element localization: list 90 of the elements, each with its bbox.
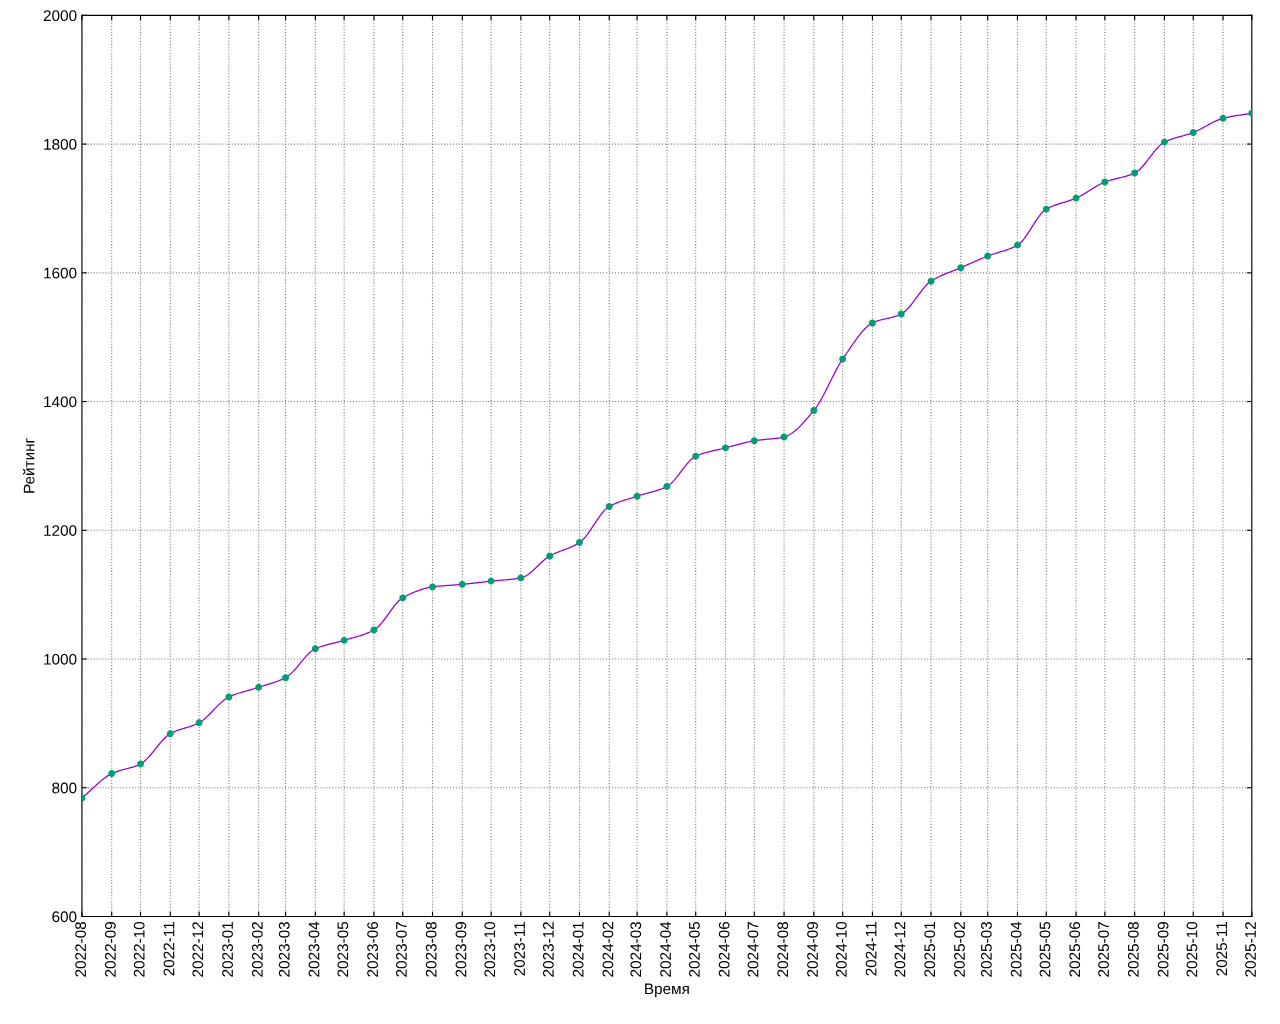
point [370, 626, 378, 634]
x-tick-label: 2023-09 [455, 922, 467, 977]
x-tick-label: 2023-11 [514, 922, 525, 976]
x-tick-label: 2025-02 [954, 922, 965, 977]
point [984, 252, 992, 260]
x-tick-label: 2025-03 [980, 922, 992, 977]
point [1072, 194, 1080, 202]
x-tick-label: 2024-10 [835, 921, 847, 977]
point [137, 760, 144, 768]
x-tick-label: 2023-05 [337, 921, 349, 977]
x-tick-label: 2025-12 [1245, 922, 1256, 977]
point [810, 407, 818, 415]
x-tick-label: 2022-10 [133, 921, 145, 977]
point [575, 539, 583, 546]
point [1042, 205, 1050, 213]
point [868, 319, 876, 327]
point [487, 577, 495, 585]
x-tick-label: 2025-09 [1157, 922, 1169, 977]
x-tick-label: 2024-09 [807, 922, 818, 977]
x-tick-label: 2024-11 [865, 922, 877, 976]
point [340, 636, 348, 644]
point [750, 437, 758, 445]
point [255, 683, 263, 691]
point [1101, 178, 1109, 186]
x-tick-label: 2024-05 [688, 921, 700, 977]
x-tick-label: 2025-10 [1186, 921, 1198, 977]
x-tick-label: 2023-10 [484, 921, 496, 977]
point [225, 693, 233, 701]
x-tick-label: 2024-12 [894, 922, 906, 977]
point [166, 730, 174, 738]
x-tick-label: 2023-03 [278, 922, 290, 977]
point [957, 264, 965, 272]
point [458, 580, 466, 588]
x-tick-label: 2023-08 [425, 922, 437, 977]
point [633, 492, 641, 500]
x-tick-label: 2023-02 [251, 922, 263, 977]
x-tick-label: 2024-02 [602, 922, 614, 977]
y-tick-label: 1200 [44, 525, 77, 536]
point [1189, 129, 1197, 136]
point [429, 583, 436, 591]
x-tick-label: 2023-07 [396, 922, 407, 977]
y-tick-label: 2000 [43, 10, 77, 22]
x-tick-label: 2023-01 [222, 922, 233, 977]
x-tick-label: 2025-01 [924, 922, 936, 977]
x-axis-title: Время [645, 983, 689, 998]
point [663, 483, 671, 490]
x-tick-label: 2025-06 [1069, 922, 1081, 977]
point [282, 674, 290, 682]
y-tick-label: 800 [52, 782, 77, 794]
x-tick-label: 2024-07 [747, 922, 759, 977]
x-tick-label: 2025-04 [1010, 921, 1022, 977]
y-tick-label: 1600 [44, 267, 77, 279]
point [721, 444, 729, 452]
point [605, 502, 613, 510]
x-tick-label: 2025-08 [1127, 922, 1139, 977]
point [517, 574, 525, 582]
x-tick-label: 2022-08 [75, 922, 87, 977]
point [546, 552, 554, 560]
y-tick-label: 1800 [44, 138, 77, 150]
x-tick-label: 2025-11 [1216, 922, 1228, 976]
x-tick-label: 2023-04 [308, 921, 320, 977]
point [1160, 138, 1168, 146]
y-axis-title: Рейтинг [23, 438, 35, 493]
point [1219, 114, 1227, 122]
point [1013, 241, 1021, 249]
x-tick-label: 2022-12 [192, 922, 204, 977]
point [897, 310, 905, 318]
x-tick-label: 2025-07 [1098, 922, 1109, 977]
x-tick-label: 2024-03 [630, 922, 642, 977]
point [1131, 169, 1139, 177]
x-tick-label: 2024-06 [718, 922, 730, 977]
point [108, 770, 116, 778]
x-tick-label: 2023-12 [542, 922, 554, 977]
point [311, 645, 319, 653]
point [839, 355, 847, 363]
y-tick-label: 1000 [44, 653, 77, 665]
x-tick-label: 2024-08 [777, 922, 789, 977]
y-tick-label: 1400 [44, 396, 77, 408]
x-tick-label: 2022-09 [104, 922, 116, 977]
y-tick-label: 600 [52, 911, 77, 923]
point [399, 594, 407, 602]
point [927, 277, 935, 285]
x-tick-label: 2024-04 [660, 921, 671, 977]
point [692, 452, 700, 460]
x-tick-label: 2022-11 [163, 922, 175, 976]
x-tick-label: 2023-06 [367, 922, 379, 977]
x-tick-label: 2024-01 [572, 922, 584, 977]
point [780, 433, 788, 441]
point [195, 719, 203, 727]
x-tick-label: 2025-05 [1039, 921, 1051, 977]
